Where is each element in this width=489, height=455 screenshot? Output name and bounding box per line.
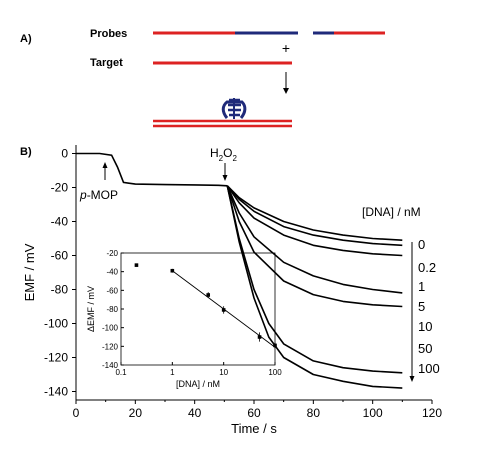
inset-chart-axes: 0.1 1 10 100 -20 -40 -60 -80 -100 -120 -140 [DNA] /… [86,249,282,389]
plus-sign: + [282,40,290,56]
series-line-50 [226,185,403,374]
main-x-tick-label: 120 [422,406,442,420]
inset-x-tick-label: 0.1 [115,368,127,377]
main-y-tick-label: -20 [51,181,69,195]
main-y-tick-label: -120 [44,351,68,365]
inset-y-tick-label: -20 [106,249,118,258]
inset-x-tick-label: 1 [170,368,175,377]
main-chart-axes: 0 20 40 60 80 100 1200-20-40-60-80-100-120-140… [22,145,442,436]
concentration-label: 0 [418,237,425,252]
pmop-annotation: p-MOP [79,188,118,202]
main-x-axis-title: Time / s [231,421,277,436]
inset-data-point [170,268,175,273]
main-y-tick-label: -140 [44,385,68,399]
concentration-arrow [409,242,415,382]
inset-x-tick-label: 100 [268,368,282,377]
inset-data-point [221,308,226,312]
inset-y-tick-label: -120 [102,342,119,351]
target-label: Target [90,57,123,69]
pmop-arrow [102,162,108,180]
hybrid-complex-icon [153,98,292,128]
concentration-label: 50 [418,341,432,356]
inset-anchor [82,240,83,241]
series-line-10 [226,185,403,308]
main-x-tick-label: 80 [307,406,321,420]
concentration-labels: 0 0.2 1 5 10 50 100 [418,237,440,376]
probes-label: Probes [90,28,127,40]
inset-data-point [273,343,277,348]
main-y-tick-label: -40 [51,215,69,229]
inset-y-tick-label: -80 [106,305,118,314]
inset-frame [120,252,276,366]
main-x-tick-label: 60 [247,406,261,420]
panel-b-label: B) [20,146,32,158]
main-y-tick-label: 0 [61,147,68,161]
h2o2-arrow [222,163,228,181]
inset-y-tick-label: -60 [106,286,118,295]
main-y-axis-title: EMF / mV [22,243,37,301]
series-line-0 [226,185,403,241]
h2o2-annotation: H2O2 [210,146,237,163]
concentration-label: 10 [418,319,432,334]
inset-x-axis-title: [DNA] / nM [176,379,220,389]
inset-data-point [206,293,211,297]
panel-a-label: A) [20,33,32,45]
main-x-tick-label: 20 [129,406,143,420]
series-line-0.2 [226,185,403,247]
inset-x-tick-label: 10 [219,368,228,377]
inset-y-tick-label: -140 [102,361,119,370]
series-line-5 [226,185,403,294]
panel-a: A) Probes Target + [20,28,385,128]
main-chart-series [76,152,403,389]
inset-data-point [257,335,262,339]
series-line-100 [226,185,403,389]
concentration-label: 0.2 [418,260,436,275]
baseline-trace [76,152,228,187]
main-y-tick-label: -60 [51,249,69,263]
panel-b: B) 0 20 40 60 80 100 1200-20-40-60-80-100-120-… [20,145,442,436]
main-y-tick-label: -100 [44,317,68,331]
inset-y-axis-title: ΔEMF / mV [86,286,96,332]
inset-data-point [134,263,139,267]
inset-chart-marks [134,263,277,349]
legend-title: [DNA] / nM [362,205,421,219]
main-x-tick-label: 40 [188,406,202,420]
concentration-label: 100 [418,361,440,376]
main-x-tick-label: 100 [363,406,383,420]
main-y-tick-label: -80 [51,283,69,297]
main-x-tick-label: 0 [73,406,80,420]
series-line-1 [226,185,403,257]
concentration-label: 5 [418,299,425,314]
inset-y-tick-label: -40 [106,268,118,277]
reaction-arrow [283,72,289,94]
inset-y-tick-label: -100 [102,324,119,333]
concentration-label: 1 [418,279,425,294]
